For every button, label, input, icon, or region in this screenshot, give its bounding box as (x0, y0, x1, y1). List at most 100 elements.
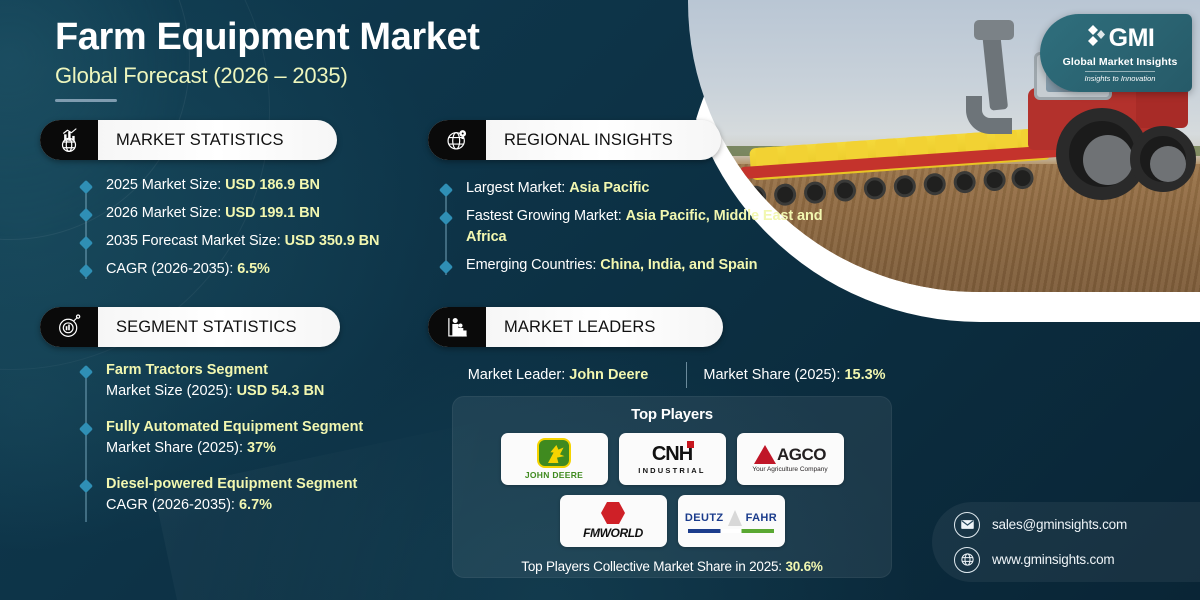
fmworld-wordmark: FMWORLD (583, 526, 643, 540)
contact-panel: sales@gminsights.com www.gminsights.com (932, 502, 1200, 582)
item-label: Market Share (2025): (106, 439, 244, 456)
list-rail (85, 368, 87, 523)
vertical-divider (686, 362, 687, 388)
top-players-row-2: FMWORLD DEUTZ FAHR (453, 495, 891, 547)
tractor-front-wheel (1130, 126, 1196, 192)
bullet-diamond-icon (78, 179, 94, 195)
item-value: USD 186.9 BN (225, 177, 320, 193)
cnh-subtext: INDUSTRIAL (638, 465, 706, 475)
list-item: Emerging Countries: China, India, and Sp… (438, 255, 860, 276)
bullet-diamond-icon (78, 421, 94, 436)
list-item: 2035 Forecast Market Size: USD 350.9 BN (78, 231, 410, 252)
globe-pin-icon (428, 120, 486, 160)
section-header-market-leaders[interactable]: MARKET LEADERS (428, 307, 723, 347)
fahr-wordmark: FAHR (745, 511, 778, 524)
item-heading: Diesel-powered Equipment Segment (106, 475, 358, 492)
regional-insights-list: Largest Market: Asia Pacific Fastest Gro… (438, 178, 860, 283)
page-subtitle: Global Forecast (2026 – 2035) (55, 62, 348, 88)
agco-subtext: Your Agriculture Company (752, 466, 828, 473)
fmworld-hex-icon (601, 502, 625, 524)
item-heading: Farm Tractors Segment (106, 362, 268, 378)
list-item: Diesel-powered Equipment Segment CAGR (2… (78, 474, 440, 517)
envelope-icon (954, 511, 980, 538)
item-label: Market Size (2025): (106, 383, 233, 400)
item-heading: Fully Automated Equipment Segment (106, 418, 364, 435)
list-item: Farm Tractors Segment Market Size (2025)… (78, 360, 440, 403)
title-rule (55, 98, 117, 102)
gmi-wordmark: GMI (1108, 23, 1155, 52)
item-value: Asia Pacific, Middle East and Africa (466, 208, 823, 246)
page-title: Farm Equipment Market (55, 16, 480, 58)
logo-deutz-fahr[interactable]: DEUTZ FAHR (677, 495, 785, 547)
section-label: MARKET STATISTICS (116, 130, 284, 149)
list-item: Fully Automated Equipment Segment Market… (78, 417, 440, 460)
logo-agco[interactable]: AGCO Your Agriculture Company (736, 433, 844, 485)
section-header-market-statistics[interactable]: MARKET STATISTICS (40, 120, 337, 160)
section-header-regional-insights[interactable]: REGIONAL INSIGHTS (428, 120, 721, 160)
item-value: 6.7% (238, 496, 273, 513)
john-deere-deer-icon (537, 438, 571, 468)
segment-statistics-list: Farm Tractors Segment Market Size (2025)… (78, 360, 440, 530)
share-label: Market Share (2025): (703, 367, 841, 383)
item-value: Asia Pacific (569, 180, 650, 196)
gmi-diamond-icon (1086, 24, 1106, 53)
contact-website: www.gminsights.com (992, 552, 1115, 567)
item-value: USD 199.1 BN (225, 205, 320, 222)
item-label: 2025 Market Size: (106, 177, 222, 193)
collective-share-label: Top Players Collective Market Share in 2… (521, 559, 782, 574)
bullet-diamond-icon (438, 182, 454, 198)
logo-fm-world[interactable]: FMWORLD (559, 495, 667, 547)
item-value: 6.5% (237, 261, 270, 278)
globe-icon (954, 546, 980, 573)
gmi-logo-badge: GMI Global Market Insights Insights to I… (1040, 14, 1192, 92)
collective-share-value: 30.6% (785, 559, 823, 574)
item-label: Largest Market: (466, 180, 566, 196)
logo-cnh-industrial[interactable]: CNH INDUSTRIAL (618, 433, 726, 485)
bullet-diamond-icon (78, 478, 94, 493)
gmi-full-name: Global Market Insights (1062, 55, 1178, 68)
top-players-row-1: JOHN DEERE CNH INDUSTRIAL AGCO Your Agri… (453, 433, 891, 485)
list-item: CAGR (2026-2035): 6.5% (78, 259, 410, 280)
list-rail (85, 183, 87, 280)
item-label: 2026 Market Size: (106, 205, 222, 222)
leader-label: Market Leader: (467, 367, 566, 383)
chart-globe-icon (40, 120, 98, 160)
share-value: 15.3% (844, 367, 886, 383)
section-label: SEGMENT STATISTICS (116, 317, 297, 336)
john-deere-wordmark: JOHN DEERE (524, 470, 584, 480)
item-label: Emerging Countries: (466, 257, 597, 274)
bullet-diamond-icon (78, 364, 94, 380)
list-item: 2025 Market Size: USD 186.9 BN (78, 175, 410, 196)
section-label: REGIONAL INSIGHTS (504, 130, 673, 149)
bullet-diamond-icon (78, 235, 94, 251)
section-label: MARKET LEADERS (504, 317, 656, 336)
podium-icon (428, 307, 486, 347)
logo-john-deere[interactable]: JOHN DEERE (500, 433, 608, 485)
bullet-diamond-icon (438, 259, 454, 275)
top-players-panel: Top Players JOHN DEERE CNH INDUSTRIAL AG… (452, 396, 892, 578)
item-label: 2035 Forecast Market Size: (106, 233, 281, 250)
market-leader-summary: Market Leader: John Deere Market Share (… (440, 362, 892, 388)
hero-image-region: GMI Global Market Insights Insights to I… (640, 0, 1200, 300)
contact-email-row[interactable]: sales@gminsights.com (954, 511, 1200, 538)
gmi-tagline: Insights to Innovation (1084, 70, 1156, 83)
bullet-diamond-icon (78, 263, 94, 279)
deutz-wordmark: DEUTZ (684, 511, 724, 524)
title-block: Farm Equipment Market Global Forecast (2… (55, 16, 480, 102)
list-item: Fastest Growing Market: Asia Pacific, Mi… (438, 206, 860, 248)
cnh-red-square-icon (687, 440, 695, 448)
list-rail (445, 186, 447, 276)
contact-email: sales@gminsights.com (992, 517, 1128, 532)
deutz-fahr-bar (688, 528, 774, 533)
section-header-segment-statistics[interactable]: SEGMENT STATISTICS (40, 307, 340, 347)
contact-website-row[interactable]: www.gminsights.com (954, 546, 1200, 573)
item-value: China, India, and Spain (600, 257, 758, 274)
deutz-fahr-peak-icon (727, 509, 742, 526)
item-value: USD 350.9 BN (284, 233, 380, 250)
pie-target-icon (40, 307, 98, 347)
leader-value: John Deere (569, 367, 649, 383)
bullet-diamond-icon (78, 207, 94, 223)
list-item: Largest Market: Asia Pacific (438, 178, 860, 199)
list-item: 2026 Market Size: USD 199.1 BN (78, 203, 410, 224)
